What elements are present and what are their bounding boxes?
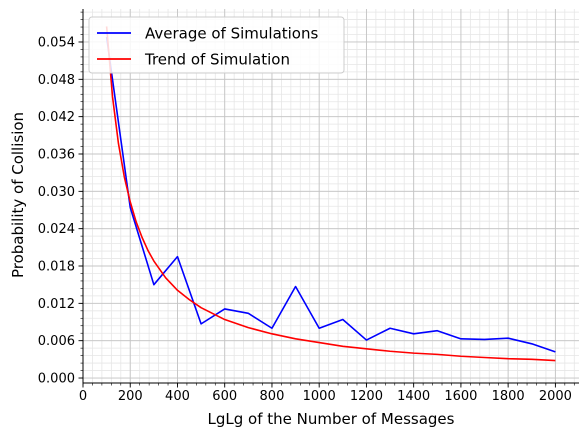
x-tick-label: 800 xyxy=(260,389,285,404)
x-tick-label: 1200 xyxy=(350,389,383,404)
x-tick-label: 2000 xyxy=(539,389,572,404)
y-tick-label: 0.012 xyxy=(38,297,75,312)
ticks: 0 200 400 600 800 1000 1200 1400 1600 1800 2000 0.0… xyxy=(38,11,575,404)
y-axis-title: Probability of Collision xyxy=(9,112,27,278)
x-tick-label: 0 xyxy=(79,389,87,404)
x-axis-title: LgLg of the Number of Messages xyxy=(208,410,455,428)
x-tick-label: 200 xyxy=(118,389,143,404)
series-layer xyxy=(105,26,556,362)
x-tick-label: 1800 xyxy=(492,389,525,404)
x-tick-label: 600 xyxy=(212,389,237,404)
y-tick-label: 0.048 xyxy=(38,73,75,88)
x-tick-label: 400 xyxy=(165,389,190,404)
x-tick-label: 1600 xyxy=(444,389,477,404)
axes xyxy=(82,9,579,384)
legend-label-trend: Trend of Simulation xyxy=(144,51,290,69)
y-tick-label: 0.042 xyxy=(38,110,75,125)
y-tick-label: 0.018 xyxy=(38,260,75,275)
y-tick-label: 0.036 xyxy=(38,147,75,162)
y-tick-label: 0.024 xyxy=(38,222,75,237)
series-line-average xyxy=(105,36,556,353)
y-tick-label: 0.000 xyxy=(38,372,75,387)
x-tick-label: 1400 xyxy=(397,389,430,404)
series-line-trend xyxy=(105,26,556,362)
y-tick-label: 0.006 xyxy=(38,334,75,349)
legend: Average of Simulations Trend of Simulati… xyxy=(88,16,345,74)
legend-box xyxy=(88,16,345,74)
y-tick-label: 0.054 xyxy=(38,35,75,50)
legend-label-average: Average of Simulations xyxy=(145,25,318,43)
y-tick-label: 0.030 xyxy=(38,185,75,200)
x-tick-label: 1000 xyxy=(303,389,336,404)
